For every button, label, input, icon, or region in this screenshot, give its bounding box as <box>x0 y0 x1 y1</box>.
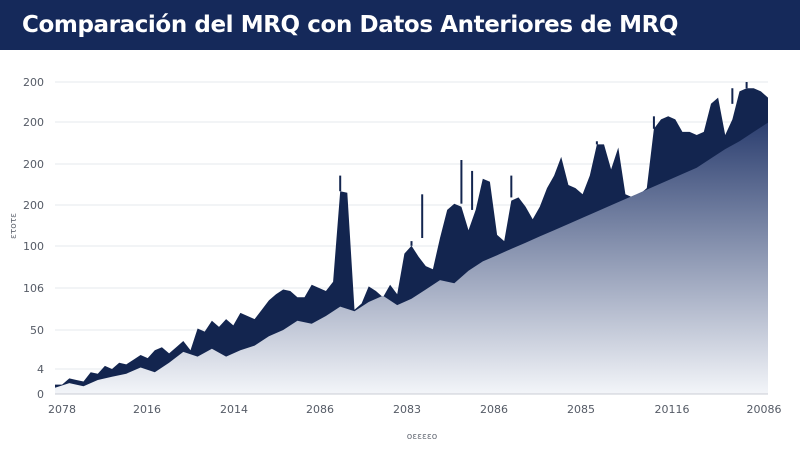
x-axis-ticks: 2078 2016 2014 2086 2083 2086 2085 20116 20086 <box>48 403 782 416</box>
series-layer <box>55 82 768 395</box>
y-tick-label: 200 <box>23 116 44 129</box>
x-axis-label: οεεεεο <box>407 432 438 442</box>
y-axis-ticks: 0 4 50 106 100 200 200 200 200 <box>23 76 44 401</box>
y-tick-label: 200 <box>23 158 44 171</box>
y-tick-label: 0 <box>37 388 44 401</box>
x-tick-label: 2085 <box>567 403 595 416</box>
x-tick-label: 2078 <box>48 403 76 416</box>
gradient-area <box>55 122 768 394</box>
chart-title: Comparación del MRQ con Datos Anteriores… <box>22 12 679 38</box>
x-tick-label: 2086 <box>306 403 334 416</box>
y-tick-label: 50 <box>30 324 44 337</box>
title-bar: Comparación del MRQ con Datos Anteriores… <box>0 0 800 50</box>
y-tick-label: 200 <box>23 76 44 89</box>
x-tick-label: 2014 <box>220 403 248 416</box>
x-tick-label: 20116 <box>655 403 690 416</box>
x-tick-label: 20086 <box>747 403 782 416</box>
x-tick-label: 2086 <box>480 403 508 416</box>
x-tick-label: 2083 <box>393 403 421 416</box>
y-tick-label: 200 <box>23 199 44 212</box>
y-tick-label: 100 <box>23 240 44 253</box>
y-tick-label: 106 <box>23 282 44 295</box>
y-axis-label: ετοτε <box>9 213 19 239</box>
y-tick-label: 4 <box>37 363 44 376</box>
x-tick-label: 2016 <box>133 403 161 416</box>
